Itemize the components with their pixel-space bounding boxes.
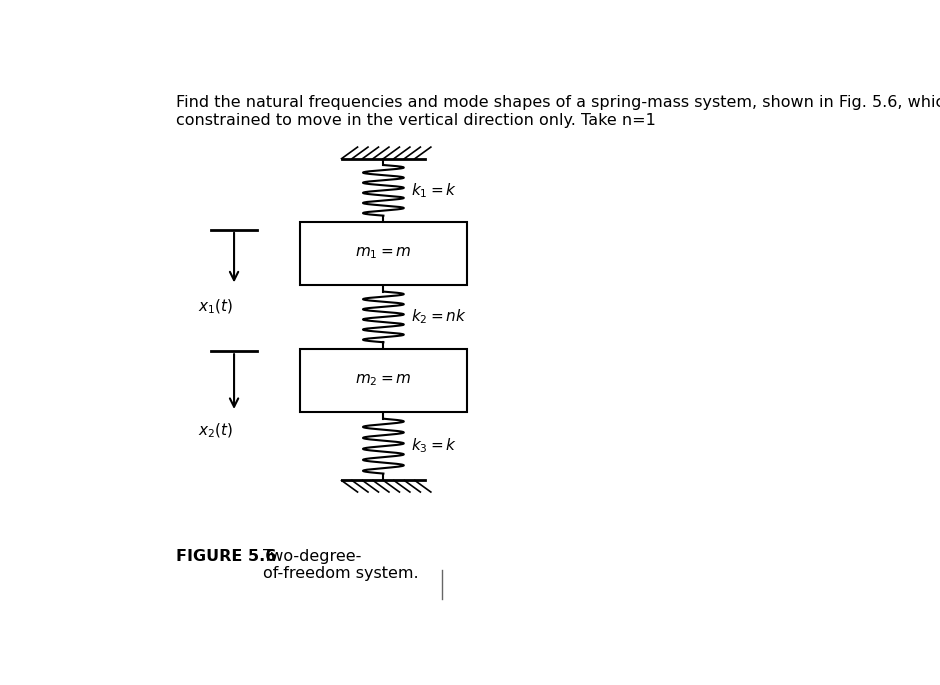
Text: $k_1 = k$: $k_1 = k$ (411, 181, 457, 199)
Text: $x_1(t)$: $x_1(t)$ (198, 297, 233, 316)
Text: $k_3 = k$: $k_3 = k$ (411, 437, 457, 456)
Text: $m_2 = m$: $m_2 = m$ (355, 373, 412, 388)
Text: Find the natural frequencies and mode shapes of a spring-mass system, shown in F: Find the natural frequencies and mode sh… (176, 95, 940, 128)
Text: Two-degree-
of-freedom system.: Two-degree- of-freedom system. (263, 549, 419, 582)
Text: $m_1 = m$: $m_1 = m$ (355, 246, 412, 262)
Text: FIGURE 5.6: FIGURE 5.6 (176, 549, 276, 564)
Bar (300, 222, 467, 285)
Text: $x_2(t)$: $x_2(t)$ (198, 421, 233, 440)
Text: $k_2 = nk$: $k_2 = nk$ (411, 308, 467, 326)
Bar (300, 349, 467, 412)
